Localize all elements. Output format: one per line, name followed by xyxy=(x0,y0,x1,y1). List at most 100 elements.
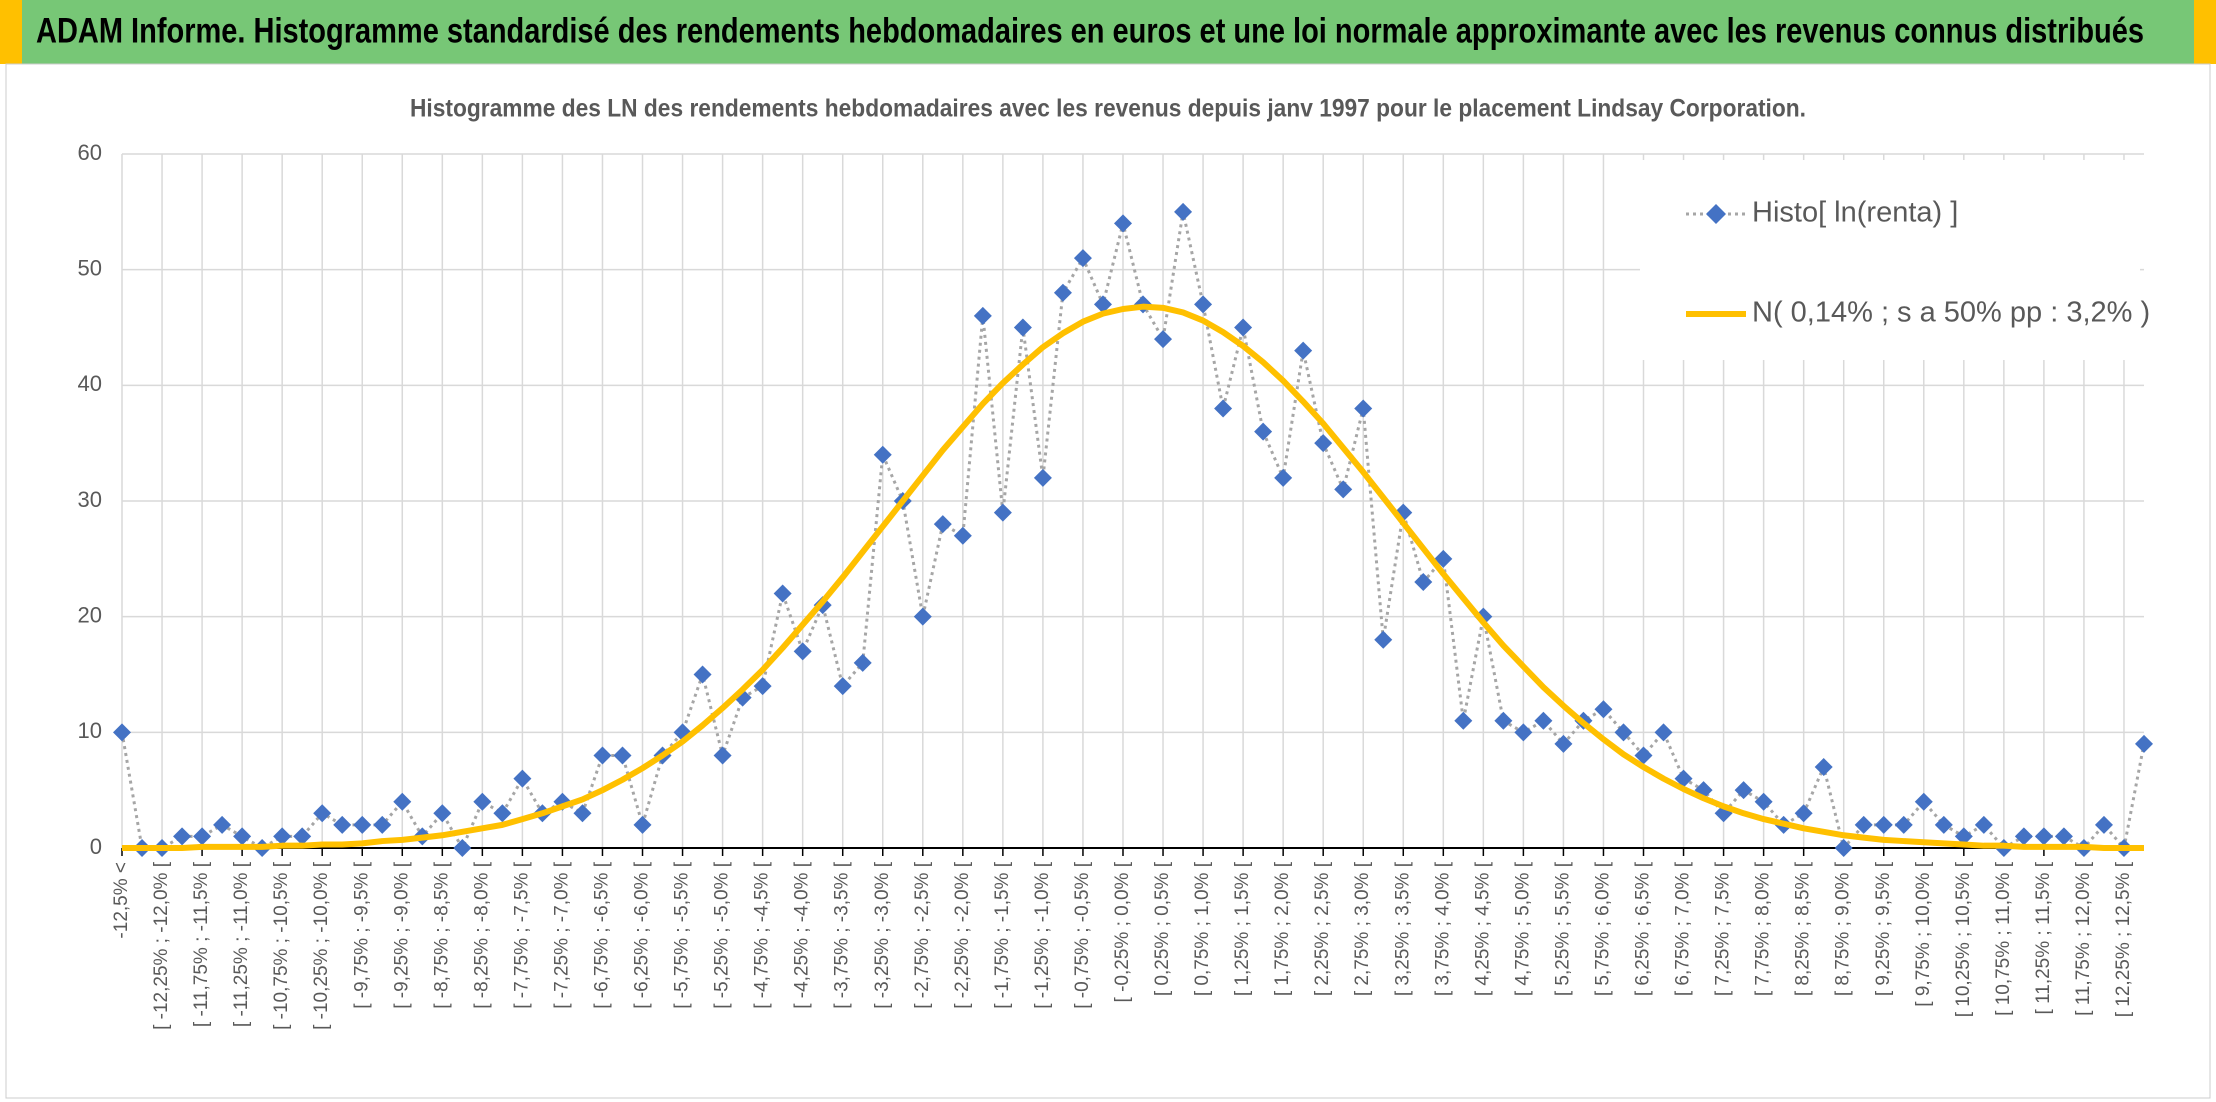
marker xyxy=(1934,815,1953,834)
y-tick-label: 30 xyxy=(78,487,102,512)
marker xyxy=(493,804,512,823)
marker xyxy=(1174,202,1193,221)
x-tick-label: [ -11,25% ; -11,0% [ xyxy=(231,861,252,1027)
marker xyxy=(1053,283,1072,302)
marker xyxy=(333,815,352,834)
marker xyxy=(273,827,292,846)
x-tick-label: [ 11,25% ; 11,5% [ xyxy=(2033,861,2054,1014)
marker xyxy=(1554,734,1573,753)
legend-label: Histo[ ln(renta) ] xyxy=(1752,197,1958,229)
x-tick-label: [ 12,25% ; 12,5% [ xyxy=(2113,861,2134,1017)
marker xyxy=(1834,839,1853,857)
x-tick-label: [ -5,75% ; -5,5% [ xyxy=(672,861,693,1009)
marker xyxy=(313,804,332,823)
marker xyxy=(1754,792,1773,811)
x-tick-label: [ -9,25% ; -9,0% [ xyxy=(391,861,412,1009)
marker xyxy=(1814,758,1833,777)
x-tick-label: [ -2,75% ; -2,5% [ xyxy=(912,861,933,1009)
marker xyxy=(1674,769,1693,788)
x-tick-label: [ -7,25% ; -7,0% [ xyxy=(551,861,572,1009)
marker xyxy=(1954,827,1973,846)
marker xyxy=(1454,711,1473,730)
page-title: ADAM Informe. Histogramme standardisé de… xyxy=(36,11,2144,50)
x-tick-label: [ 7,25% ; 7,5% [ xyxy=(1713,861,1734,996)
y-tick-label: 10 xyxy=(78,718,102,743)
marker xyxy=(853,653,872,672)
marker xyxy=(1894,815,1913,834)
marker xyxy=(573,804,592,823)
marker xyxy=(1534,711,1553,730)
corner-accent xyxy=(0,0,22,64)
marker xyxy=(113,723,131,742)
x-tick-label: [ -0,25% ; 0,0% [ xyxy=(1112,861,1133,1002)
marker xyxy=(973,306,992,325)
marker xyxy=(1073,249,1092,268)
marker xyxy=(1974,815,1993,834)
x-tick-label: [ -11,75% ; -11,5% [ xyxy=(191,861,212,1027)
x-tick-label: [ 1,25% ; 1,5% [ xyxy=(1232,861,1253,996)
marker xyxy=(1514,723,1533,742)
x-tick-label: [ -0,75% ; -0,5% [ xyxy=(1072,861,1093,1009)
marker xyxy=(1093,295,1112,314)
marker xyxy=(1033,468,1052,487)
series-line xyxy=(120,210,2146,850)
marker xyxy=(513,769,532,788)
marker xyxy=(1354,399,1373,418)
x-tick-label: [ -9,75% ; -9,5% [ xyxy=(351,861,372,1009)
x-tick-label: [ 7,75% ; 8,0% [ xyxy=(1753,861,1774,996)
x-tick-label: [ -4,25% ; -4,0% [ xyxy=(792,861,813,1009)
marker xyxy=(1214,399,1233,418)
marker xyxy=(753,677,772,696)
marker xyxy=(1013,318,1032,337)
x-tick-label: [ -1,75% ; -1,5% [ xyxy=(992,861,1013,1009)
marker xyxy=(693,665,712,684)
x-tick-label: [ -1,25% ; -1,0% [ xyxy=(1032,861,1053,1009)
marker xyxy=(613,746,632,765)
x-tick-label: [ -6,25% ; -6,0% [ xyxy=(632,861,653,1009)
x-tick-label: [ 10,25% ; 10,5% [ xyxy=(1953,861,1974,1017)
x-tick-label: [ 8,75% ; 9,0% [ xyxy=(1833,861,1854,996)
x-tick-label: [ 8,25% ; 8,5% [ xyxy=(1793,861,1814,996)
x-tick-label: [ 6,75% ; 7,0% [ xyxy=(1673,861,1694,996)
x-tick-label: [ -8,25% ; -8,0% [ xyxy=(471,861,492,1009)
marker xyxy=(1254,422,1273,441)
x-tick-label: [ 3,25% ; 3,5% [ xyxy=(1392,861,1413,996)
y-tick-label: 40 xyxy=(78,371,102,396)
marker xyxy=(953,526,972,545)
x-tick-label: [ 9,25% ; 9,5% [ xyxy=(1873,861,1894,996)
marker xyxy=(1634,746,1653,765)
marker xyxy=(1113,214,1132,233)
legend-marker xyxy=(1706,204,1726,224)
marker xyxy=(2135,734,2153,753)
x-tick-label: [ 5,75% ; 6,0% [ xyxy=(1592,861,1613,996)
x-tick-label: [ 5,25% ; 5,5% [ xyxy=(1552,861,1573,996)
x-tick-label: [ 0,75% ; 1,0% [ xyxy=(1192,861,1213,996)
x-tick-label: [ -8,75% ; -8,5% [ xyxy=(431,861,452,1009)
x-tick-label: [ -12,25% ; -12,0% [ xyxy=(151,861,172,1030)
marker xyxy=(1914,792,1933,811)
marker xyxy=(1334,480,1353,499)
x-tick-label: [ 4,75% ; 5,0% [ xyxy=(1512,861,1533,996)
x-tick-label: [ 11,75% ; 12,0% [ xyxy=(2073,861,2094,1016)
x-tick-label: [ 2,75% ; 3,0% [ xyxy=(1352,861,1373,996)
x-tick-label: [ 0,25% ; 0,5% [ xyxy=(1152,861,1173,996)
marker xyxy=(473,792,492,811)
corner-accent xyxy=(2194,0,2216,64)
marker xyxy=(213,815,232,834)
marker xyxy=(1594,700,1613,719)
y-tick-label: 60 xyxy=(78,140,102,165)
marker xyxy=(373,815,392,834)
legend-label: N( 0,14% ; s a 50% pp : 3,2% ) xyxy=(1752,297,2150,329)
marker xyxy=(1654,723,1673,742)
x-tick-label: [ 3,75% ; 4,0% [ xyxy=(1432,861,1453,996)
x-tick-label: [ -2,25% ; -2,0% [ xyxy=(952,861,973,1009)
marker xyxy=(1294,341,1313,360)
marker xyxy=(453,839,472,857)
y-tick-label: 20 xyxy=(78,602,102,627)
x-tick-label: [ 10,75% ; 11,0% [ xyxy=(1993,861,2014,1016)
title-bar xyxy=(0,0,2216,64)
marker xyxy=(173,827,192,846)
marker xyxy=(353,815,372,834)
marker xyxy=(2034,827,2053,846)
marker xyxy=(993,503,1012,522)
